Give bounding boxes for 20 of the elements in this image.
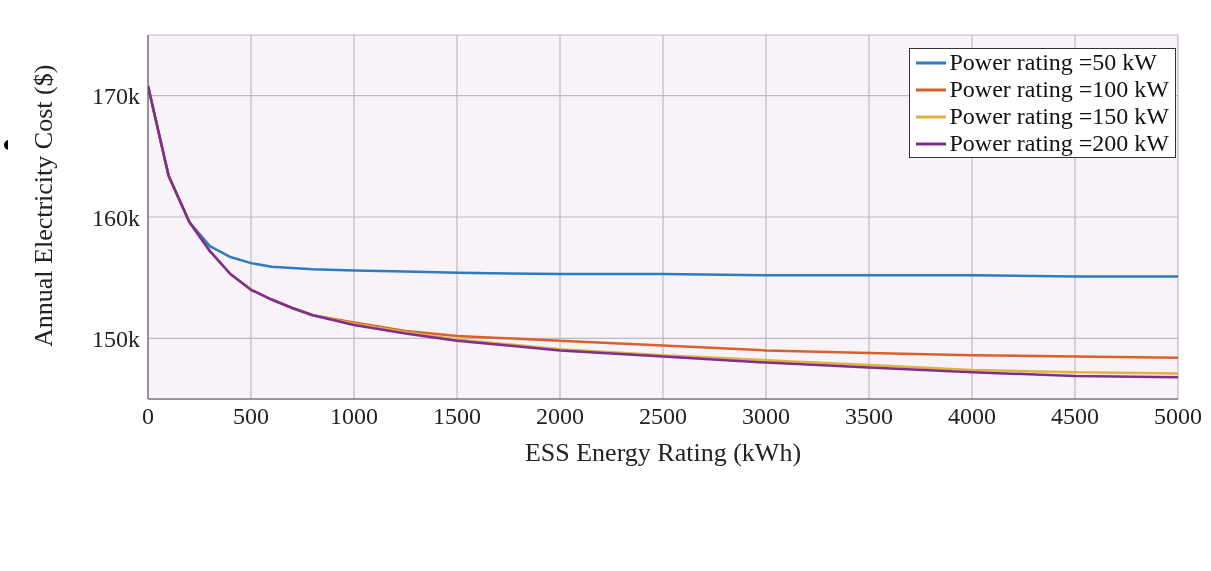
x-axis-title: ESS Energy Rating (kWh) [524,438,802,467]
legend-label: Power rating =200 kW [949,130,1169,157]
x-tick-label: 2500 [639,403,687,430]
x-tick-label: 500 [233,403,269,430]
legend-label: Power rating =100 kW [949,76,1169,103]
x-tick-label: 2000 [536,403,584,430]
x-tick-label: 3000 [742,403,790,430]
x-tick-label: 5000 [1154,403,1202,430]
y-tick-label: 150k [92,325,140,352]
legend-label: Power rating =150 kW [949,103,1169,130]
x-tick-label: 1500 [433,403,481,430]
x-tick-label: 1000 [330,403,378,430]
x-tick-label: 3500 [845,403,893,430]
y-tick-label: 160k [92,204,140,231]
x-tick-label: 4000 [948,403,996,430]
x-tick-label: 0 [142,403,154,430]
y-tick-label: 170k [92,83,140,110]
y-axis-title: Annual Electricity Cost ($) [29,64,59,347]
x-tick-label: 4500 [1051,403,1099,430]
legend-label: Power rating =50 kW [949,49,1157,76]
